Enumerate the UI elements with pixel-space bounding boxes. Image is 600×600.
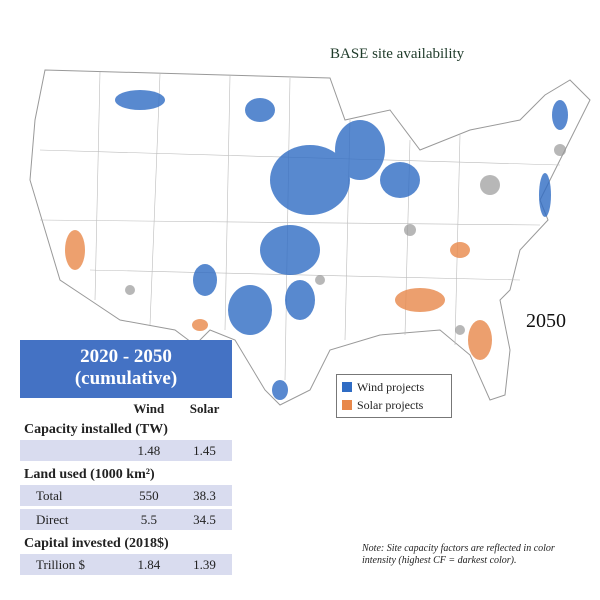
data-row: Total 550 38.3 xyxy=(20,485,232,509)
data-row: 1.48 1.45 xyxy=(20,440,232,464)
cell-value: 5.5 xyxy=(120,507,178,533)
legend-entry: Solar projects xyxy=(342,396,446,414)
section-row: Capacity installed (TW) xyxy=(20,419,232,440)
section-heading: Land used (1000 km²) xyxy=(20,462,232,485)
legend-label: Wind projects xyxy=(357,379,425,394)
legend-label: Solar projects xyxy=(357,397,424,412)
row-label xyxy=(20,440,121,464)
data-row: Trillion $1.84 1.39 xyxy=(20,554,232,578)
wind-sites xyxy=(115,90,568,400)
cell-value: 1.39 xyxy=(177,554,232,578)
cell-value: 1.84 xyxy=(120,554,178,578)
data-row: Direct 5.5 34.5 xyxy=(20,507,232,533)
blank-cell xyxy=(20,398,121,419)
table-title: 2020 - 2050 (cumulative) xyxy=(20,340,232,398)
section-heading: Capital invested (2018$) xyxy=(20,531,232,554)
cell-value: 38.3 xyxy=(177,485,232,509)
section-row: Land used (1000 km²) xyxy=(20,462,232,485)
column-header: Solar xyxy=(177,398,232,419)
solar-sites xyxy=(65,230,492,360)
row-label: Direct xyxy=(20,507,121,533)
year-label: 2050 xyxy=(526,310,566,332)
cell-value: 34.5 xyxy=(177,507,232,533)
legend-swatch xyxy=(342,382,352,392)
table-header-row: 2020 - 2050 (cumulative) xyxy=(20,340,232,398)
note: Note: Site capacity factors are reflecte… xyxy=(362,543,555,566)
urban-areas xyxy=(125,144,566,335)
cell-value: 1.48 xyxy=(120,440,178,464)
table-title-line: 2020 - 2050 xyxy=(80,346,172,367)
cell-value: 550 xyxy=(120,485,178,509)
section-heading: Capacity installed (TW) xyxy=(20,419,232,440)
legend-swatch xyxy=(342,400,352,410)
legend-entry: Wind projects xyxy=(342,378,446,396)
summary-table: 2020 - 2050 (cumulative) Wind Solar Capacity… xyxy=(20,340,232,578)
column-header-row: Wind Solar xyxy=(20,398,232,419)
column-header: Wind xyxy=(120,398,178,419)
table-title-line: (cumulative) xyxy=(74,368,178,389)
cell-value: 1.45 xyxy=(177,440,232,464)
map-title: BASE site availability xyxy=(330,46,465,62)
legend: Wind projects Solar projects xyxy=(336,374,452,418)
row-label: Total xyxy=(20,485,121,509)
row-label: Trillion $ xyxy=(20,554,121,578)
section-row: Capital invested (2018$) xyxy=(20,531,232,554)
